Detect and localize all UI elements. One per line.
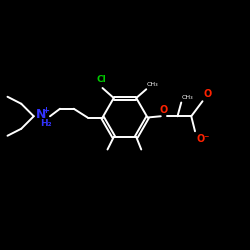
Text: O: O: [204, 89, 212, 99]
Text: O: O: [160, 105, 168, 115]
Text: O⁻: O⁻: [196, 134, 209, 144]
Text: CH₃: CH₃: [182, 96, 194, 100]
Text: +: +: [42, 106, 49, 115]
Text: CH₃: CH₃: [147, 82, 159, 87]
Text: H₂: H₂: [40, 119, 52, 128]
Text: Cl: Cl: [96, 75, 106, 84]
Text: N: N: [36, 108, 46, 121]
